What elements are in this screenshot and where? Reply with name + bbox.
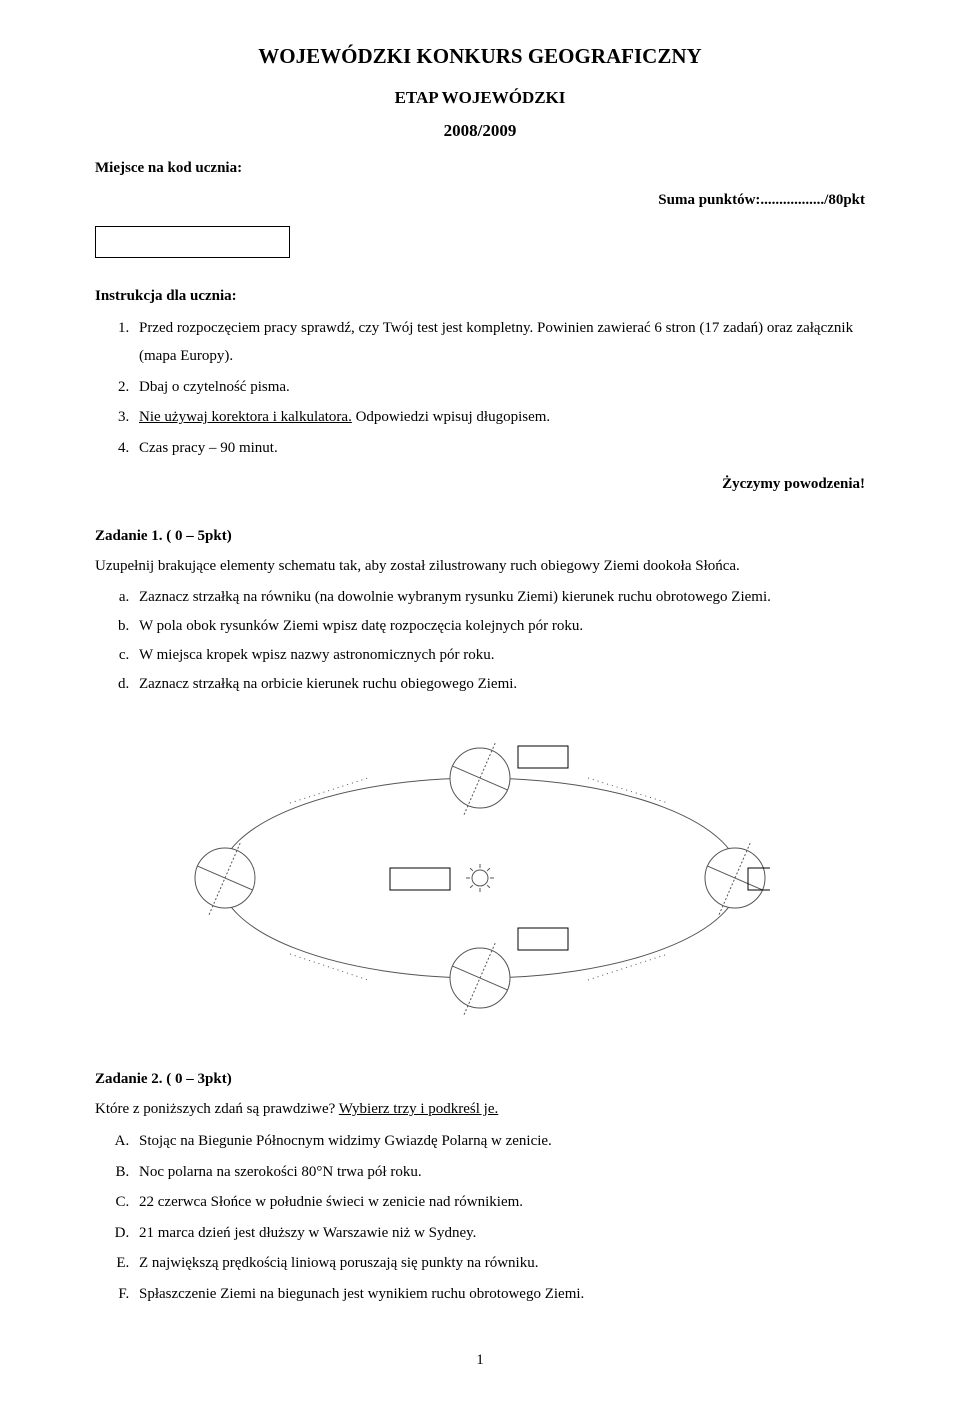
- task2-item: Spłaszczenie Ziemi na biegunach jest wyn…: [133, 1280, 865, 1309]
- task2-item: Noc polarna na szerokości 80°N trwa pół …: [133, 1158, 865, 1187]
- orbit-diagram-container: [95, 728, 865, 1037]
- code-label: Miejsce na kod ucznia:: [95, 156, 865, 180]
- task2-intro: Które z poniższych zdań są prawdziwe? Wy…: [95, 1097, 865, 1121]
- instructions-list: Przed rozpoczęciem pracy sprawdź, czy Tw…: [133, 314, 865, 463]
- task1-item: W miejsca kropek wpisz nazwy astronomicz…: [133, 642, 865, 669]
- task2-list: Stojąc na Biegunie Północnym widzimy Gwi…: [133, 1127, 865, 1308]
- task1-item: Zaznacz strzałką na orbicie kierunek ruc…: [133, 671, 865, 698]
- task1-item: Zaznacz strzałką na równiku (na dowolnie…: [133, 584, 865, 611]
- instruction-item: Przed rozpoczęciem pracy sprawdź, czy Tw…: [133, 314, 865, 371]
- orbit-diagram: [190, 728, 770, 1028]
- task2-item: 21 marca dzień jest dłuższy w Warszawie …: [133, 1219, 865, 1248]
- task2-item: Stojąc na Biegunie Północnym widzimy Gwi…: [133, 1127, 865, 1156]
- points-line: Suma punktów:................./80pkt: [95, 188, 865, 212]
- instruction-item: Dbaj o czytelność pisma.: [133, 373, 865, 402]
- task2-title: Zadanie 2. ( 0 – 3pkt): [95, 1067, 865, 1091]
- task2-intro-text: Które z poniższych zdań są prawdziwe?: [95, 1101, 339, 1117]
- task1-title: Zadanie 1. ( 0 – 5pkt): [95, 524, 865, 548]
- task2-item: 22 czerwca Słońce w południe świeci w ze…: [133, 1188, 865, 1217]
- year: 2008/2009: [95, 117, 865, 144]
- task1-item: W pola obok rysunków Ziemi wpisz datę ro…: [133, 613, 865, 640]
- task1-list: Zaznacz strzałką na równiku (na dowolnie…: [133, 584, 865, 698]
- main-title: WOJEWÓDZKI KONKURS GEOGRAFICZNY: [95, 40, 865, 74]
- code-input-box[interactable]: [95, 226, 290, 258]
- instructions-title: Instrukcja dla ucznia:: [95, 284, 865, 308]
- task1-intro: Uzupełnij brakujące elementy schematu ta…: [95, 554, 865, 578]
- page-number: 1: [95, 1348, 865, 1372]
- task2-intro-underlined: Wybierz trzy i podkreśl je.: [339, 1101, 498, 1117]
- instruction-item: Nie używaj korektora i kalkulatora. Odpo…: [133, 403, 865, 432]
- task2-item: Z największą prędkością liniową poruszaj…: [133, 1249, 865, 1278]
- subtitle: ETAP WOJEWÓDZKI: [95, 84, 865, 111]
- good-luck: Życzymy powodzenia!: [95, 472, 865, 496]
- instruction-item: Czas pracy – 90 minut.: [133, 434, 865, 463]
